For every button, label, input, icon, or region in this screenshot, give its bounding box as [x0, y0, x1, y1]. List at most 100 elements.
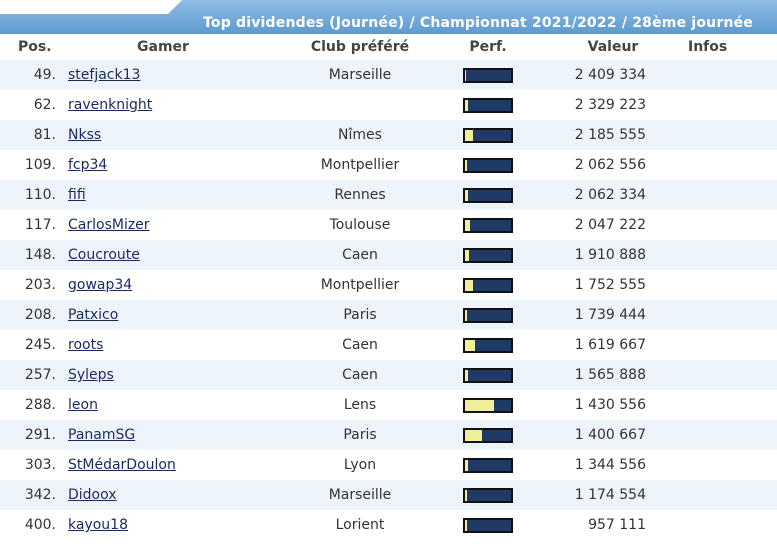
- perf-bar: [463, 457, 513, 473]
- perf-bar-fill: [465, 459, 468, 471]
- perf-bar: [463, 277, 513, 293]
- row-gamer-cell: Coucroute: [68, 240, 288, 270]
- row-perf-cell: [432, 180, 544, 210]
- gamer-link[interactable]: Patxico: [68, 307, 119, 323]
- perf-bar-fill: [465, 399, 494, 411]
- perf-bar-fill: [465, 219, 470, 231]
- perf-bar: [463, 307, 513, 323]
- row-value: 2 047 222: [544, 210, 672, 240]
- gamer-link[interactable]: CarlosMizer: [68, 217, 150, 233]
- row-infos: [672, 90, 777, 120]
- row-infos: [672, 270, 777, 300]
- table-row: 245. roots Caen 1 619 667: [0, 330, 777, 360]
- perf-bar: [463, 487, 513, 503]
- row-club: Paris: [288, 420, 432, 450]
- table-row: 109. fcp34 Montpellier 2 062 556: [0, 150, 777, 180]
- table-row: 342. Didoox Marseille 1 174 554: [0, 480, 777, 510]
- perf-bar: [463, 247, 513, 263]
- row-position: 208.: [0, 300, 68, 330]
- gamer-link[interactable]: fifi: [68, 187, 86, 203]
- row-position: 203.: [0, 270, 68, 300]
- row-club: Toulouse: [288, 210, 432, 240]
- row-gamer-cell: gowap34: [68, 270, 288, 300]
- row-gamer-cell: roots: [68, 330, 288, 360]
- row-position: 110.: [0, 180, 68, 210]
- gamer-link[interactable]: PanamSG: [68, 427, 136, 443]
- row-value: 1 174 554: [544, 480, 672, 510]
- table-row: 288. leon Lens 1 430 556: [0, 390, 777, 420]
- row-club: Caen: [288, 360, 432, 390]
- row-perf-cell: [432, 360, 544, 390]
- row-position: 49.: [0, 60, 68, 90]
- gamer-link[interactable]: fcp34: [68, 157, 108, 173]
- perf-bar-fill: [465, 309, 467, 321]
- perf-bar-fill: [465, 159, 467, 171]
- perf-bar-fill: [465, 189, 468, 201]
- perf-bar-fill: [465, 129, 474, 141]
- row-position: 291.: [0, 420, 68, 450]
- table-row: 49. stefjack13 Marseille 2 409 334: [0, 60, 777, 90]
- row-gamer-cell: Syleps: [68, 360, 288, 390]
- gamer-link[interactable]: leon: [68, 397, 98, 413]
- row-club: Marseille: [288, 60, 432, 90]
- row-value: 2 062 334: [544, 180, 672, 210]
- row-gamer-cell: kayou18: [68, 510, 288, 540]
- ranking-table: Pos. Gamer Club préféré Perf. Valeur Inf…: [0, 34, 777, 540]
- gamer-link[interactable]: kayou18: [68, 517, 128, 533]
- perf-bar: [463, 367, 513, 383]
- row-perf-cell: [432, 450, 544, 480]
- row-value: 2 329 223: [544, 90, 672, 120]
- row-position: 342.: [0, 480, 68, 510]
- row-club: Nîmes: [288, 120, 432, 150]
- row-gamer-cell: fifi: [68, 180, 288, 210]
- row-value: 1 400 667: [544, 420, 672, 450]
- row-gamer-cell: Didoox: [68, 480, 288, 510]
- perf-bar-fill: [465, 99, 468, 111]
- row-infos: [672, 180, 777, 210]
- row-gamer-cell: Patxico: [68, 300, 288, 330]
- gamer-link[interactable]: Didoox: [68, 487, 117, 503]
- row-club: Caen: [288, 330, 432, 360]
- perf-bar: [463, 127, 513, 143]
- perf-bar-fill: [465, 369, 468, 381]
- table-row: 291. PanamSG Paris 1 400 667: [0, 420, 777, 450]
- row-infos: [672, 150, 777, 180]
- gamer-link[interactable]: ravenknight: [68, 97, 153, 113]
- table-row: 117. CarlosMizer Toulouse 2 047 222: [0, 210, 777, 240]
- row-perf-cell: [432, 150, 544, 180]
- perf-bar-fill: [465, 279, 474, 291]
- row-gamer-cell: ravenknight: [68, 90, 288, 120]
- table-row: 400. kayou18 Lorient 957 111: [0, 510, 777, 540]
- gamer-link[interactable]: Nkss: [68, 127, 102, 143]
- gamer-link[interactable]: Syleps: [68, 367, 114, 383]
- row-club: Lyon: [288, 450, 432, 480]
- table-row: 208. Patxico Paris 1 739 444: [0, 300, 777, 330]
- perf-bar: [463, 427, 513, 443]
- gamer-link[interactable]: StMédarDoulon: [68, 457, 176, 473]
- header-value: Valeur: [587, 39, 639, 55]
- row-perf-cell: [432, 240, 544, 270]
- row-club: [288, 90, 432, 120]
- gamer-link[interactable]: stefjack13: [68, 67, 141, 83]
- row-infos: [672, 60, 777, 90]
- row-gamer-cell: PanamSG: [68, 420, 288, 450]
- row-value: 1 344 556: [544, 450, 672, 480]
- row-value: 1 430 556: [544, 390, 672, 420]
- row-club: Paris: [288, 300, 432, 330]
- gamer-link[interactable]: gowap34: [68, 277, 133, 293]
- perf-bar-fill: [465, 339, 476, 351]
- header-club: Club préféré: [310, 39, 410, 55]
- table-row: 303. StMédarDoulon Lyon 1 344 556: [0, 450, 777, 480]
- perf-bar: [463, 187, 513, 203]
- row-value: 2 409 334: [544, 60, 672, 90]
- perf-bar-fill: [465, 519, 467, 531]
- table-row: 257. Syleps Caen 1 565 888: [0, 360, 777, 390]
- perf-bar-fill: [465, 69, 466, 81]
- table-row: 203. gowap34 Montpellier 1 752 555: [0, 270, 777, 300]
- row-infos: [672, 390, 777, 420]
- gamer-link[interactable]: Coucroute: [68, 247, 140, 263]
- row-value: 2 062 556: [544, 150, 672, 180]
- table-header-row: Pos. Gamer Club préféré Perf. Valeur Inf…: [0, 34, 777, 60]
- gamer-link[interactable]: roots: [68, 337, 104, 353]
- row-club: Rennes: [288, 180, 432, 210]
